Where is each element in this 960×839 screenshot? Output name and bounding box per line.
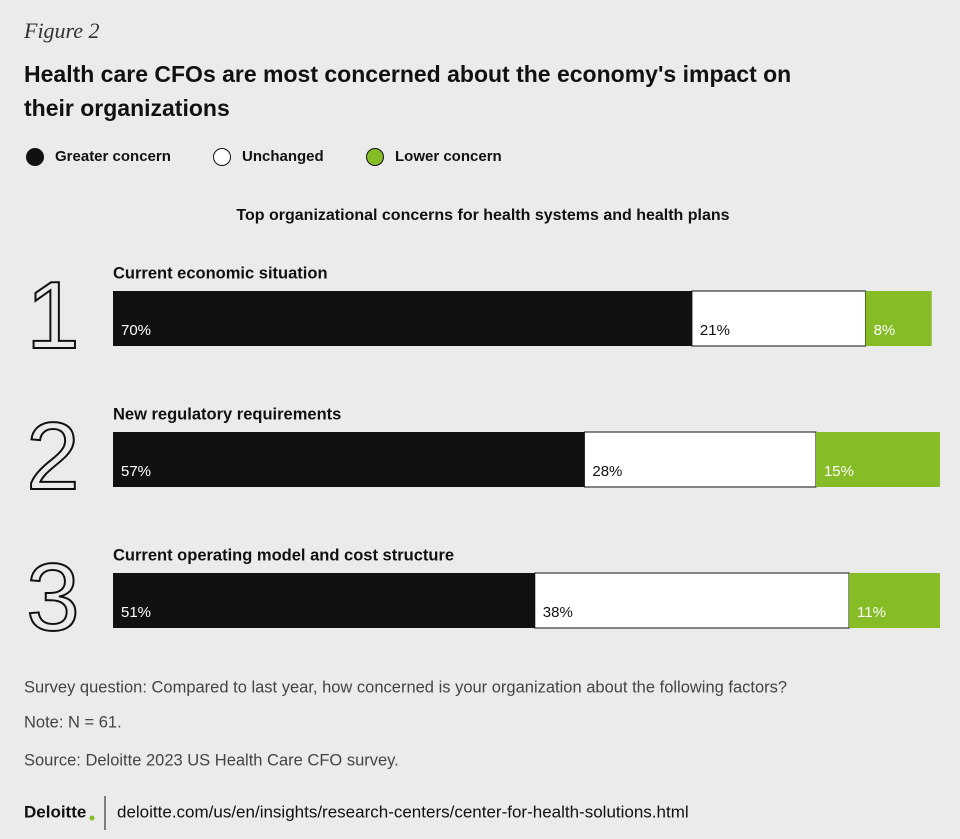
bar-segment: [865, 291, 932, 346]
rank-number: 1: [26, 262, 79, 369]
value-label: 11%: [857, 604, 886, 621]
bar-segment: [815, 432, 940, 487]
value-label: 38%: [543, 604, 573, 621]
value-label: 51%: [121, 604, 151, 621]
note: Survey question: Compared to last year, …: [24, 678, 787, 696]
value-label: 28%: [592, 463, 622, 480]
value-label: 57%: [121, 463, 151, 480]
rank-number: 2: [26, 403, 79, 510]
subtitle: Top organizational concerns for health s…: [236, 207, 729, 224]
note: Note: N = 61.: [24, 713, 122, 731]
figure-label: Figure 2: [23, 18, 100, 43]
bar-segment: [849, 573, 940, 628]
bar-segment: [113, 291, 692, 346]
value-label: 21%: [700, 322, 730, 339]
bar-segment: [691, 290, 867, 347]
legend-label: Unchanged: [242, 148, 324, 165]
legend-marker: [366, 148, 384, 166]
footer-url[interactable]: deloitte.com/us/en/insights/research-cen…: [117, 802, 689, 821]
chart-title: their organizations: [24, 95, 230, 121]
value-label: 8%: [874, 322, 896, 339]
brand-dot: [89, 815, 95, 821]
legend-label: Lower concern: [395, 148, 502, 165]
legend-label: Greater concern: [55, 148, 171, 165]
value-label: 70%: [121, 322, 151, 339]
chart-title: Health care CFOs are most concerned abou…: [24, 61, 791, 87]
bar-segment: [113, 432, 585, 487]
rank-number: 3: [26, 544, 79, 651]
bar-segment: [534, 572, 850, 629]
bar-segment: [113, 573, 535, 628]
category-label: Current economic situation: [113, 264, 328, 282]
note: Source: Deloitte 2023 US Health Care CFO…: [24, 751, 399, 769]
bar-segment: [583, 431, 817, 488]
brand: Deloitte: [24, 802, 86, 821]
category-label: Current operating model and cost structu…: [113, 546, 454, 564]
legend-marker: [26, 148, 44, 166]
value-label: 15%: [824, 463, 854, 480]
legend-marker: [213, 148, 231, 166]
category-label: New regulatory requirements: [113, 405, 341, 423]
